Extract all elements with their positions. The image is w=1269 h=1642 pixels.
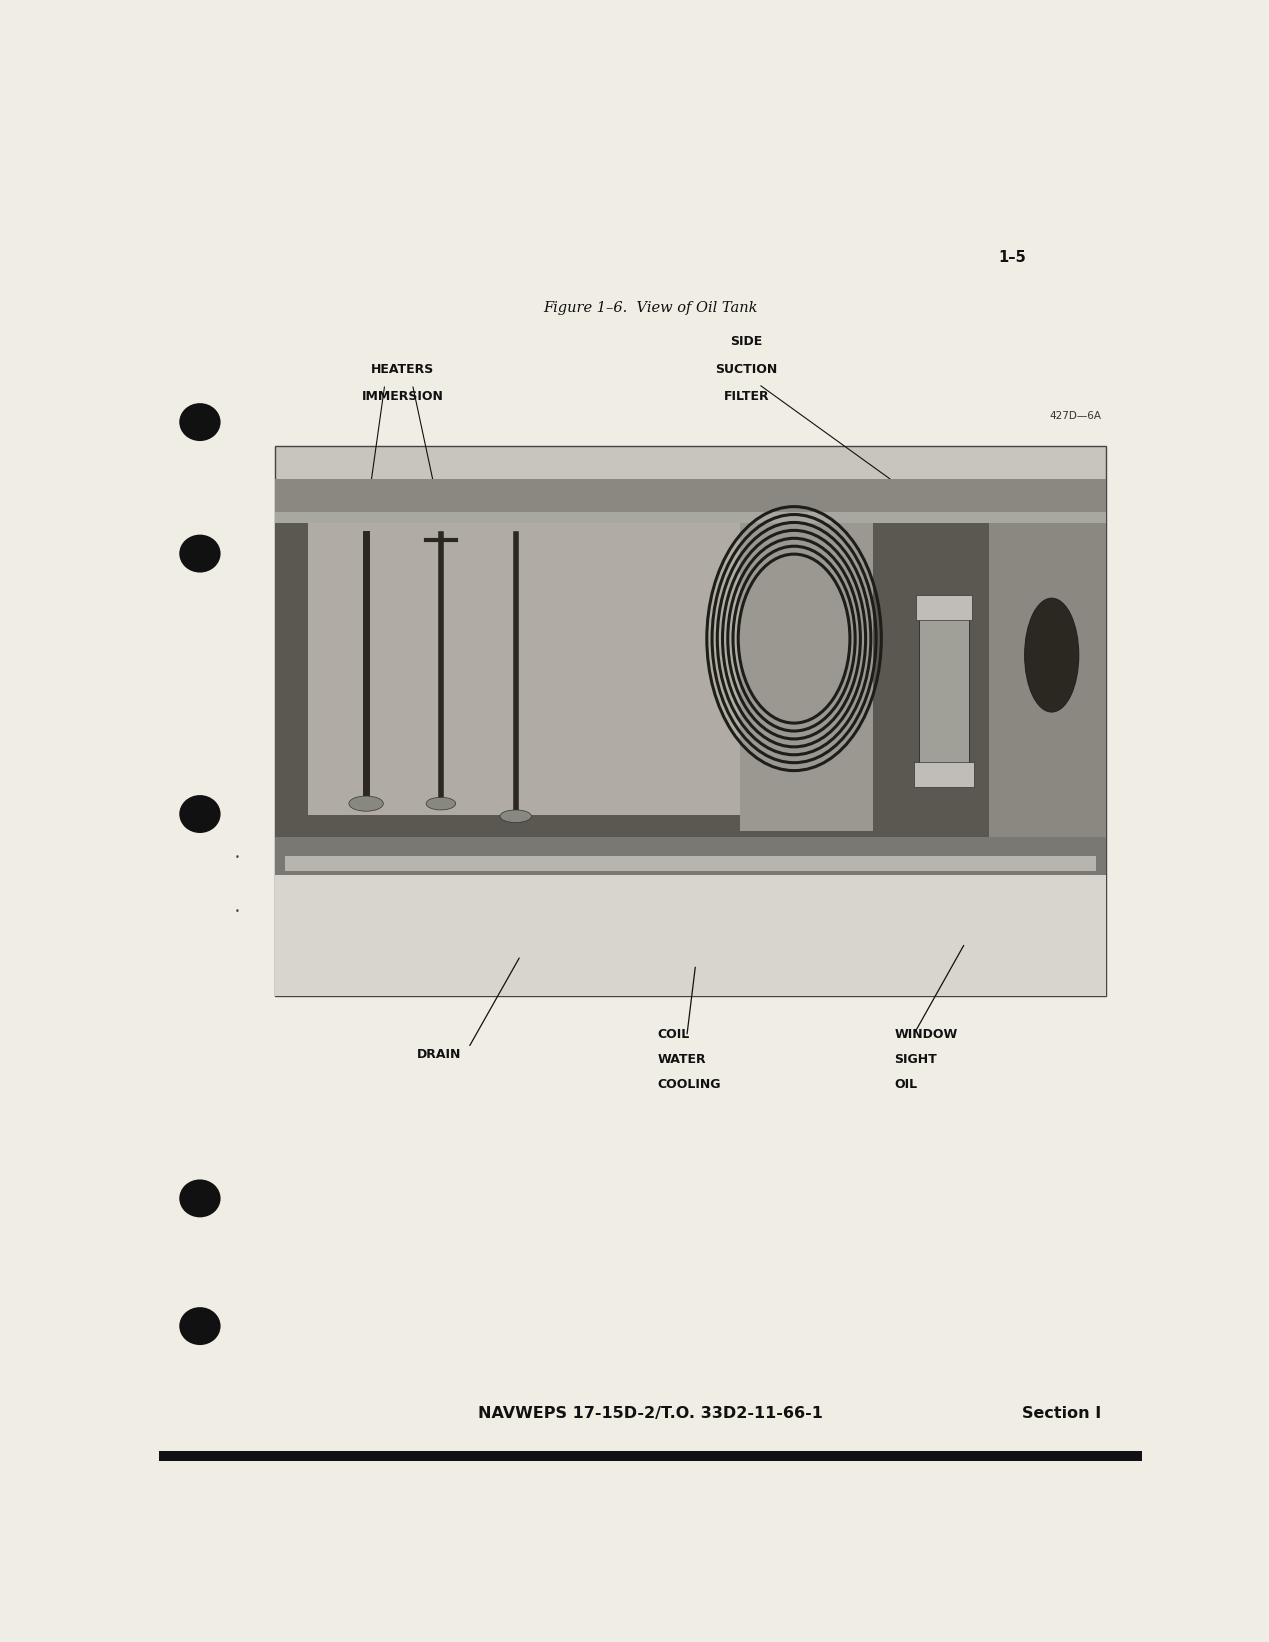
- Text: COIL: COIL: [657, 1028, 689, 1041]
- Bar: [274, 524, 1105, 837]
- Bar: [740, 517, 873, 831]
- Bar: [274, 447, 1105, 997]
- Bar: [159, 1452, 1142, 1461]
- Ellipse shape: [179, 1179, 221, 1217]
- Bar: [274, 870, 1105, 997]
- Text: OIL: OIL: [895, 1079, 917, 1090]
- Text: 427D—6A: 427D—6A: [1049, 410, 1101, 420]
- Text: NAVWEPS 17-15D-2/T.O. 33D2-11-66-1: NAVWEPS 17-15D-2/T.O. 33D2-11-66-1: [478, 1406, 822, 1420]
- Text: SIGHT: SIGHT: [895, 1053, 937, 1066]
- Text: Figure 1–6.  View of Oil Tank: Figure 1–6. View of Oil Tank: [543, 300, 758, 315]
- Text: WATER: WATER: [657, 1053, 706, 1066]
- Ellipse shape: [179, 535, 221, 573]
- Text: SUCTION: SUCTION: [716, 363, 778, 376]
- Bar: [916, 594, 972, 621]
- Text: IMMERSION: IMMERSION: [362, 391, 443, 404]
- Text: •: •: [235, 852, 240, 862]
- Ellipse shape: [426, 798, 456, 810]
- Bar: [308, 517, 740, 814]
- Ellipse shape: [500, 810, 532, 823]
- Text: •: •: [235, 906, 240, 916]
- Bar: [274, 837, 1105, 875]
- Bar: [274, 479, 1105, 524]
- Text: COOLING: COOLING: [657, 1079, 721, 1090]
- Text: Section I: Section I: [1022, 1406, 1100, 1420]
- Text: WINDOW: WINDOW: [895, 1028, 958, 1041]
- Text: SIDE: SIDE: [731, 335, 763, 348]
- Bar: [284, 855, 1096, 872]
- Bar: [990, 517, 1105, 837]
- Text: DRAIN: DRAIN: [416, 1048, 461, 1061]
- Bar: [308, 517, 740, 814]
- Ellipse shape: [1024, 598, 1079, 713]
- Ellipse shape: [179, 404, 221, 442]
- Bar: [274, 512, 1105, 524]
- Text: FILTER: FILTER: [723, 391, 769, 404]
- Text: HEATERS: HEATERS: [371, 363, 434, 376]
- Text: 1–5: 1–5: [999, 250, 1027, 266]
- Bar: [919, 614, 968, 768]
- Ellipse shape: [349, 796, 383, 811]
- Bar: [914, 762, 973, 787]
- Ellipse shape: [179, 795, 221, 832]
- Ellipse shape: [179, 1307, 221, 1345]
